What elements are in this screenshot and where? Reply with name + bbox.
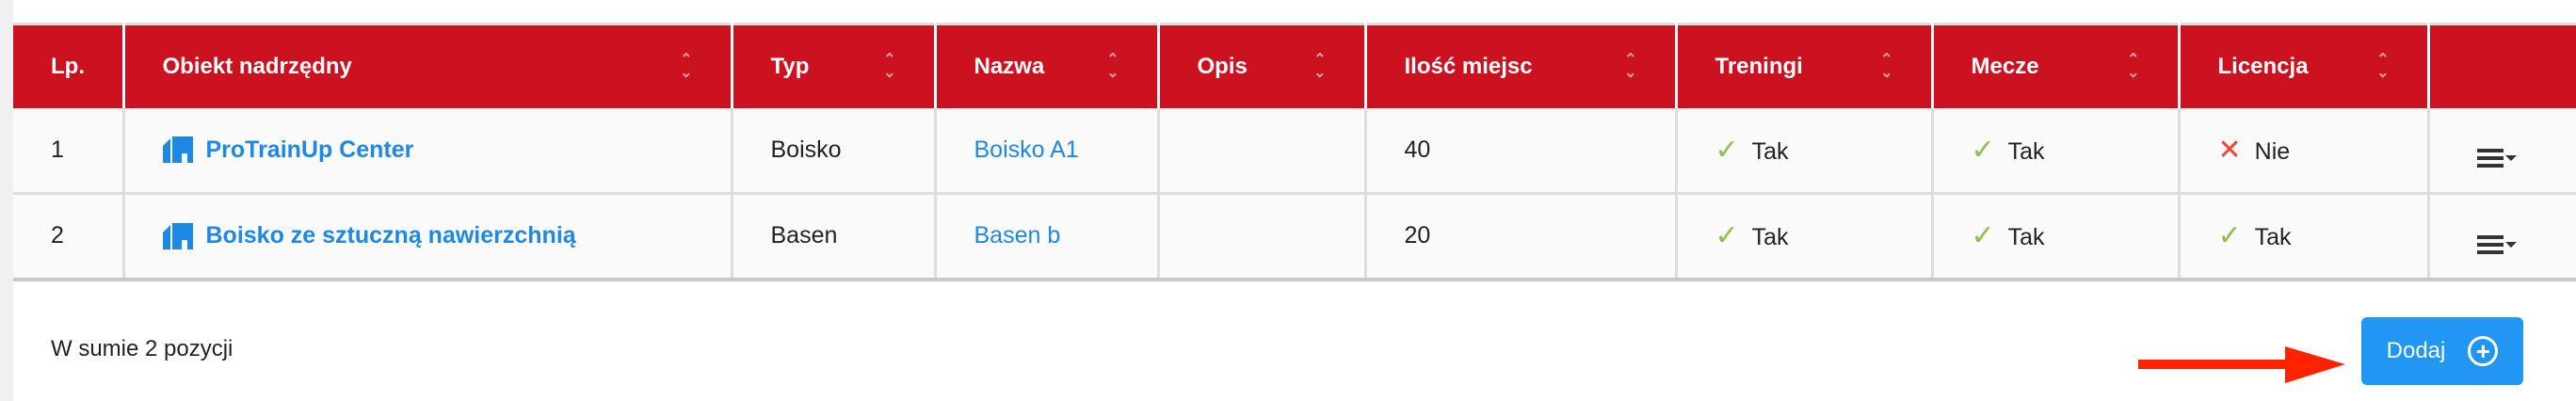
miejsca-cell: 20 (1363, 193, 1676, 280)
sort-icon[interactable]: ⌃ ⌄ (1624, 51, 1637, 81)
col-actions (2426, 24, 2576, 108)
check-icon: ✓ (1971, 220, 1995, 252)
check-icon: ✓ (1715, 134, 1739, 166)
name-link[interactable]: Boisko A1 (974, 136, 1079, 163)
table-row: 2 Boisko ze sztuczną nawierzchnią Basen … (13, 193, 2576, 280)
add-button[interactable]: Dodaj + (2361, 317, 2523, 385)
treningi-cell: ✓ Tak (1674, 107, 1932, 194)
col-label: Obiekt nadrzędny (162, 53, 352, 79)
building-home-icon (162, 136, 193, 164)
add-label: Dodaj (2386, 338, 2446, 363)
cross-icon: ✕ (2217, 134, 2242, 166)
lp-cell: 1 (51, 136, 64, 163)
col-miejsca[interactable]: Ilość miejsc ⌃ ⌄ (1363, 24, 1676, 108)
lp-cell: 2 (51, 222, 64, 249)
licencja-value: Tak (2254, 224, 2292, 251)
building-home-icon (162, 222, 193, 249)
sort-icon[interactable]: ⌃ ⌄ (680, 51, 693, 81)
col-opis[interactable]: Opis ⌃ ⌄ (1156, 24, 1365, 108)
parent-object-link[interactable]: Boisko ze sztuczną nawierzchnią (162, 222, 731, 249)
typ-cell: Basen (730, 193, 935, 280)
check-icon: ✓ (1971, 134, 1995, 166)
col-licencja[interactable]: Licencja ⌃ ⌄ (2177, 24, 2428, 108)
row-menu-button[interactable] (2476, 234, 2517, 254)
col-label: Mecze (1971, 53, 2039, 79)
row-menu-button[interactable] (2476, 149, 2517, 168)
opis-cell (1156, 193, 1365, 280)
sort-icon[interactable]: ⌃ ⌄ (2376, 51, 2390, 81)
mecze-value: Tak (2007, 137, 2045, 165)
actions-cell (2426, 193, 2576, 280)
col-label: Opis (1197, 53, 1248, 79)
col-treningi[interactable]: Treningi ⌃ ⌄ (1674, 24, 1932, 108)
opis-cell (1156, 107, 1365, 194)
col-mecze[interactable]: Mecze ⌃ ⌄ (1930, 24, 2179, 108)
table-row: 1 ProTrainUp Center Boisko Boisko A1 40 … (13, 107, 2576, 194)
licencja-cell: ✓ Tak (2177, 193, 2428, 280)
header-row: Lp. Obiekt nadrzędny ⌃ ⌄ Typ ⌃ ⌄ Nazwa ⌃ ⌄ Opi… (13, 24, 2576, 108)
miejsca-cell: 40 (1363, 107, 1676, 194)
obiekt-cell: Boisko ze sztuczną nawierzchnią (121, 193, 732, 280)
check-icon: ✓ (2217, 220, 2242, 252)
menu-icon (2476, 234, 2504, 254)
total-summary: W sumie 2 pozycji (51, 336, 233, 361)
sort-icon[interactable]: ⌃ ⌄ (2127, 51, 2140, 81)
obiekt-cell: ProTrainUp Center (121, 107, 732, 194)
sort-icon[interactable]: ⌃ ⌄ (1106, 51, 1119, 81)
typ-cell: Boisko (730, 107, 935, 194)
col-nazwa[interactable]: Nazwa ⌃ ⌄ (933, 24, 1158, 108)
parent-object-name: Boisko ze sztuczną nawierzchnią (205, 222, 576, 249)
caret-down-icon (2504, 155, 2517, 162)
col-label: Typ (770, 53, 810, 79)
parent-object-name: ProTrainUp Center (205, 136, 414, 163)
licencja-cell: ✕ Nie (2177, 107, 2428, 194)
col-obiekt[interactable]: Obiekt nadrzędny ⌃ ⌄ (121, 24, 732, 108)
col-label: Treningi (1715, 53, 1803, 79)
name-link[interactable]: Basen b (974, 222, 1061, 249)
caret-down-icon (2504, 241, 2517, 248)
col-typ[interactable]: Typ ⌃ ⌄ (730, 24, 935, 108)
mecze-cell: ✓ Tak (1930, 107, 2179, 194)
objects-table: Lp. Obiekt nadrzędny ⌃ ⌄ Typ ⌃ ⌄ Nazwa ⌃ ⌄ Opi… (13, 23, 2576, 281)
treningi-cell: ✓ Tak (1674, 193, 1932, 280)
mecze-cell: ✓ Tak (1930, 193, 2179, 280)
col-lp: Lp. (51, 53, 85, 79)
col-label: Licencja (2217, 53, 2309, 79)
col-label: Nazwa (974, 53, 1045, 79)
actions-cell (2426, 107, 2576, 194)
mecze-value: Tak (2007, 224, 2045, 251)
sort-icon[interactable]: ⌃ ⌄ (883, 51, 896, 81)
plus-circle-icon: + (2468, 336, 2499, 366)
col-label: Ilość miejsc (1404, 53, 1533, 79)
check-icon: ✓ (1715, 220, 1739, 252)
sort-icon[interactable]: ⌃ ⌄ (1880, 51, 1893, 81)
treningi-value: Tak (1751, 137, 1789, 165)
sort-icon[interactable]: ⌃ ⌄ (1313, 51, 1327, 81)
nazwa-cell: Basen b (933, 193, 1158, 280)
arrow-annotation (2138, 346, 2345, 383)
parent-object-link[interactable]: ProTrainUp Center (162, 136, 731, 164)
menu-icon (2476, 149, 2504, 168)
licencja-value: Nie (2254, 137, 2291, 165)
treningi-value: Tak (1751, 224, 1789, 251)
nazwa-cell: Boisko A1 (933, 107, 1158, 194)
left-edge (0, 0, 13, 401)
